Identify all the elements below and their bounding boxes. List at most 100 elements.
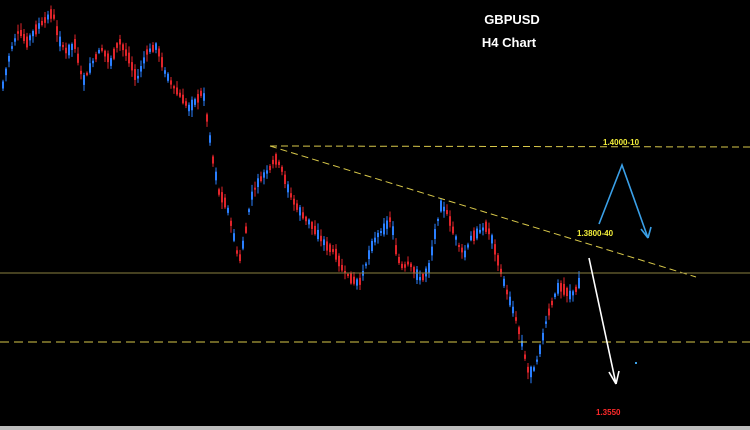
candle-body <box>134 69 136 80</box>
candle-body <box>47 14 49 20</box>
candle-body <box>227 207 229 213</box>
candle-body <box>35 24 37 35</box>
candle-body <box>122 44 124 51</box>
target-level-label: 1.3550 <box>596 408 621 417</box>
candle-body <box>503 278 505 286</box>
candle-body <box>398 257 400 263</box>
candle-body <box>314 225 316 235</box>
candle-body <box>458 244 460 248</box>
candle-body <box>500 268 502 274</box>
candle-body <box>521 340 523 347</box>
candle-body <box>410 263 412 268</box>
candle-body <box>440 200 442 212</box>
upper-resistance-line <box>269 145 750 148</box>
candle-body <box>308 219 310 225</box>
candle-body <box>494 244 496 255</box>
candle-body <box>542 332 544 341</box>
candle-body <box>275 154 277 165</box>
candle-body <box>461 247 463 253</box>
candle-body <box>5 68 7 76</box>
candle-body <box>341 264 343 271</box>
candle-body <box>80 70 82 75</box>
candle-body <box>566 287 568 297</box>
candle-body <box>101 48 103 51</box>
candle-body <box>323 239 325 246</box>
candle-body <box>326 241 328 251</box>
candle-body <box>8 55 10 62</box>
candle-body <box>68 44 70 56</box>
candle-body <box>56 26 58 36</box>
candle-body <box>347 273 349 277</box>
candle-body <box>38 23 40 29</box>
candle-body <box>467 244 469 248</box>
candle-body <box>350 272 352 284</box>
candle-body <box>515 317 517 321</box>
candle-body <box>290 193 292 198</box>
candle-body <box>98 49 100 54</box>
candle-body <box>482 227 484 231</box>
candle-body <box>257 178 259 188</box>
candle-body <box>50 9 52 19</box>
resistance-level-label: 1.3800-40 <box>577 229 614 238</box>
candle-body <box>413 267 415 274</box>
candle-body <box>404 264 406 268</box>
candle-body <box>305 216 307 222</box>
candle-body <box>446 210 448 214</box>
upper-level-label: 1.4000-10 <box>603 138 640 147</box>
candle-body <box>26 36 28 48</box>
candle-body <box>443 206 445 212</box>
candle-body <box>182 94 184 104</box>
candle-body <box>299 207 301 216</box>
candle-body <box>464 250 466 258</box>
candle-body <box>368 250 370 260</box>
candle-body <box>371 240 373 252</box>
candle-body <box>113 48 115 59</box>
candle-body <box>476 228 478 239</box>
candle-body <box>530 366 532 378</box>
chart-title: GBPUSD <box>484 12 540 27</box>
candle-body <box>365 263 367 266</box>
candle-body <box>317 229 319 240</box>
candle-body <box>260 176 262 182</box>
candle-body <box>320 235 322 242</box>
candle-body <box>140 66 142 72</box>
candle-body <box>44 17 46 23</box>
candle-body <box>119 39 121 45</box>
candle-body <box>536 359 538 362</box>
candle-body <box>233 233 235 241</box>
marker-dot <box>635 362 637 364</box>
candle-body <box>557 283 559 294</box>
candle-body <box>170 80 172 85</box>
candle-body <box>518 327 520 335</box>
candle-body <box>419 277 421 281</box>
candle-body <box>572 291 574 296</box>
candle-body <box>206 114 208 122</box>
candle-body <box>311 222 313 229</box>
candle-body <box>296 203 298 210</box>
candle-body <box>488 228 490 235</box>
candle-body <box>149 48 151 52</box>
candle-body <box>236 250 238 254</box>
candle-body <box>152 45 154 52</box>
candle-body <box>359 277 361 285</box>
candle-body <box>551 300 553 306</box>
candle-body <box>452 226 454 234</box>
candle-body <box>77 53 79 63</box>
candle-body <box>11 46 13 49</box>
candle-body <box>146 49 148 55</box>
rejection-arrow <box>588 257 620 385</box>
candle-body <box>197 94 199 103</box>
candle-body <box>431 246 433 256</box>
candle-body <box>272 159 274 165</box>
candle-body <box>479 229 481 233</box>
candle-body <box>485 221 487 232</box>
candle-body <box>302 212 304 219</box>
candles-layer <box>2 5 580 384</box>
candle-body <box>539 345 541 355</box>
candle-body <box>200 90 202 96</box>
candle-body <box>392 226 394 236</box>
falling-trendline <box>269 145 697 278</box>
candle-body <box>509 296 511 306</box>
candle-body <box>221 192 223 203</box>
candle-body <box>269 165 271 171</box>
